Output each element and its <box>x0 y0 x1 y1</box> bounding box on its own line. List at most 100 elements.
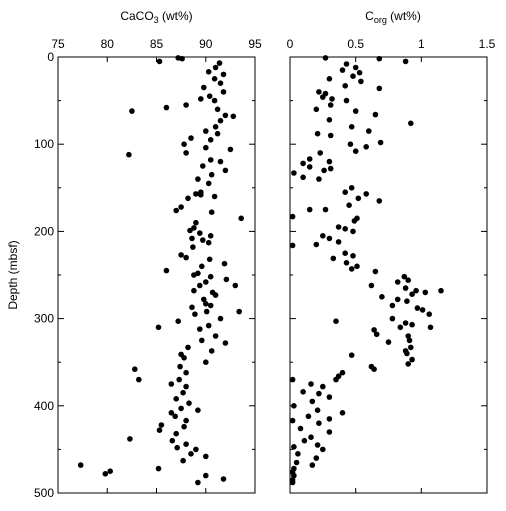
corg-data-point <box>405 277 412 284</box>
corg-data-point <box>327 132 334 139</box>
caco3-y-tick-label: 0 <box>47 50 54 64</box>
corg-data-point <box>320 94 326 100</box>
corg-data-point <box>297 425 304 432</box>
caco3-data-point <box>181 423 187 430</box>
corg-data-point <box>313 241 320 248</box>
corg-data-point <box>352 64 359 71</box>
corg-data-point <box>314 442 321 448</box>
caco3-data-point <box>178 405 184 412</box>
corg-data-point <box>352 148 359 154</box>
caco3-x-tick-label: 95 <box>248 37 262 51</box>
caco3-data-point <box>168 381 175 387</box>
caco3-data-point <box>158 422 165 428</box>
corg-data-point <box>320 383 326 390</box>
corg-data-point <box>356 69 363 76</box>
corg-data-point <box>289 479 296 486</box>
corg-data-point <box>408 344 414 351</box>
caco3-data-point <box>195 176 201 182</box>
corg-data-point <box>342 189 349 195</box>
caco3-data-point <box>181 141 187 147</box>
corg-data-point <box>343 61 350 67</box>
corg-data-point <box>379 294 385 300</box>
corg-data-point <box>306 164 313 170</box>
corg-data-point <box>405 361 412 367</box>
corg-data-point <box>402 320 409 326</box>
caco3-data-point <box>203 144 209 151</box>
corg-data-point <box>404 298 410 305</box>
corg-data-point <box>322 206 329 213</box>
corg-data-point <box>291 472 297 479</box>
corg-data-point <box>326 416 333 422</box>
caco3-ticks: 75 80 85 90 95 0 100 200 300 400 500 <box>34 37 262 500</box>
caco3-data-point <box>192 311 198 318</box>
caco3-data-point <box>217 315 224 322</box>
caco3-data-point <box>198 192 204 198</box>
caco3-data-point <box>203 279 209 285</box>
caco3-data-point <box>188 451 194 457</box>
corg-data-point <box>327 165 334 172</box>
corg-data-point <box>306 206 313 213</box>
corg-data-point <box>402 285 409 291</box>
corg-data-point <box>427 324 434 331</box>
corg-data-point <box>348 352 355 359</box>
caco3-data-point <box>193 219 199 226</box>
corg-data-point <box>300 174 306 181</box>
depth-axis-title: Depth (mbsf) <box>6 240 20 309</box>
caco3-data-point <box>181 355 187 361</box>
caco3-points <box>77 55 244 486</box>
corg-data-point <box>342 83 349 89</box>
corg-data-point <box>316 89 322 95</box>
caco3-data-point <box>172 413 178 420</box>
corg-data-point <box>409 321 415 328</box>
caco3-data-point <box>207 233 214 239</box>
corg-data-point <box>373 331 380 338</box>
corg-data-point <box>326 429 333 435</box>
corg-data-point <box>348 124 355 130</box>
corg-data-point <box>408 120 414 127</box>
caco3-data-point <box>175 318 181 325</box>
caco3-x-tick-label: 85 <box>150 37 164 51</box>
caco3-x-tick-label: 80 <box>101 37 115 51</box>
corg-data-point <box>316 176 322 182</box>
caco3-data-point <box>216 60 223 66</box>
corg-data-point <box>406 337 413 344</box>
corg-data-point <box>293 459 300 466</box>
caco3-data-point <box>173 396 179 402</box>
caco3-data-point <box>207 302 214 309</box>
caco3-data-point <box>183 254 189 261</box>
caco3-data-point <box>223 276 230 283</box>
caco3-data-point <box>203 359 209 366</box>
caco3-data-point <box>174 444 180 451</box>
corg-data-point <box>401 273 408 280</box>
caco3-data-point <box>176 376 182 383</box>
caco3-data-point <box>183 383 189 390</box>
caco3-x-tick-label: 90 <box>199 37 213 51</box>
caco3-data-point <box>136 376 142 383</box>
corg-data-point <box>409 356 415 363</box>
caco3-y-tick-label: 300 <box>34 312 54 326</box>
caco3-data-point <box>200 163 206 169</box>
corg-data-point <box>313 106 320 113</box>
corg-data-point <box>389 302 396 309</box>
caco3-data-point <box>221 260 228 267</box>
caco3-data-point <box>212 292 219 298</box>
caco3-data-point <box>203 453 209 460</box>
caco3-data-point <box>222 112 229 119</box>
caco3-data-point <box>206 256 213 263</box>
caco3-y-tick-label: 500 <box>34 486 54 500</box>
corg-plot-frame <box>289 56 488 494</box>
corg-data-point <box>326 394 333 400</box>
corg-data-point <box>419 307 426 313</box>
corg-data-point <box>413 287 419 294</box>
corg-data-point <box>305 413 312 420</box>
caco3-data-point <box>197 326 203 332</box>
caco3-data-point <box>185 344 191 351</box>
caco3-data-point <box>198 96 204 102</box>
caco3-data-point <box>183 417 189 424</box>
caco3-data-point <box>183 150 189 156</box>
caco3-data-point <box>173 207 179 214</box>
corg-data-point <box>314 407 321 414</box>
caco3-y-tick-label: 200 <box>34 224 54 238</box>
caco3-data-point <box>173 430 179 437</box>
